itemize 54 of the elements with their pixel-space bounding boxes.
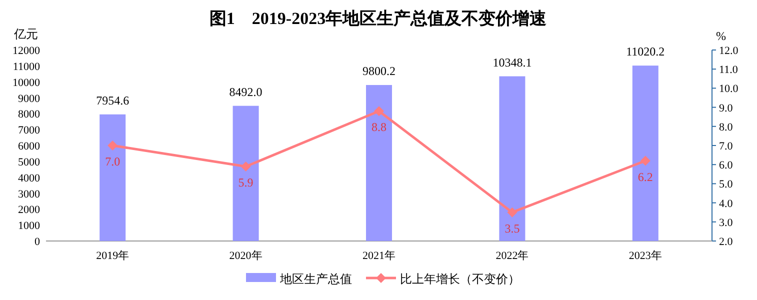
point [507,207,518,218]
y2-tick-label: 2.0 [719,236,734,248]
y2-tick-label: 11.0 [719,64,738,76]
y-tick-label: 10000 [12,76,40,89]
x-tick-label: 2023年 [628,250,662,262]
y2-tick-label: 10.0 [719,83,739,96]
point [640,156,650,166]
y-tick-label: 2000 [18,204,40,216]
chart-title: 图1 2019-2023年地区生产总值及不变价增速 [209,9,547,28]
y-tick-label: 4000 [18,172,40,184]
data-label: 7954.6 [96,93,130,108]
y-tick-label: 3000 [18,188,40,200]
data-label: 3.5 [504,221,520,236]
data-label: 6.2 [638,170,653,184]
y2-tick-label: 9.0 [719,102,734,114]
y2-tick-label: 12.0 [719,45,739,57]
y2-tick-label: 4.0 [719,198,734,210]
legend-label: 比上年增长（不变价） [400,272,520,286]
y2-tick-label: 8.0 [719,121,734,134]
bar [632,66,658,241]
point [374,106,384,116]
bar [499,76,526,241]
y-tick-label: 9000 [18,92,40,105]
y-tick-label: 8000 [18,108,40,121]
x-tick-label: 2020年 [229,250,262,262]
data-label: 11020.2 [626,44,665,59]
y2-tick-label: 6.0 [719,160,734,172]
point [240,162,251,172]
bar [232,106,259,241]
y-tick-label: 12000 [12,45,40,57]
y-tick-label: 0 [34,236,40,248]
data-label: 9800.2 [362,64,396,78]
x-tick-label: 2019年 [96,250,130,262]
data-label: 10348.1 [492,55,532,70]
y-tick-label: 5000 [18,156,40,168]
y2-tick-label: 5.0 [719,178,734,191]
y2-axis-title: % [716,29,726,43]
point [108,140,118,150]
data-label: 8.8 [372,120,386,134]
bar [366,85,392,241]
y-tick-label: 1000 [18,220,40,232]
legend-label: 地区生产总值 [279,272,352,286]
data-label: 8492.0 [229,84,262,99]
data-label: 7.0 [105,154,120,168]
x-tick-label: 2022年 [496,250,529,262]
y-tick-label: 7000 [18,124,40,137]
y2-tick-label: 3.0 [719,216,734,229]
y-tick-label: 11000 [12,60,40,73]
x-tick-label: 2021年 [362,250,396,262]
y2-tick-label: 7.0 [719,140,734,152]
bar [100,114,126,241]
data-label: 5.9 [238,176,254,190]
y-axis-title: 亿元 [13,27,38,41]
y-tick-label: 6000 [18,140,40,152]
